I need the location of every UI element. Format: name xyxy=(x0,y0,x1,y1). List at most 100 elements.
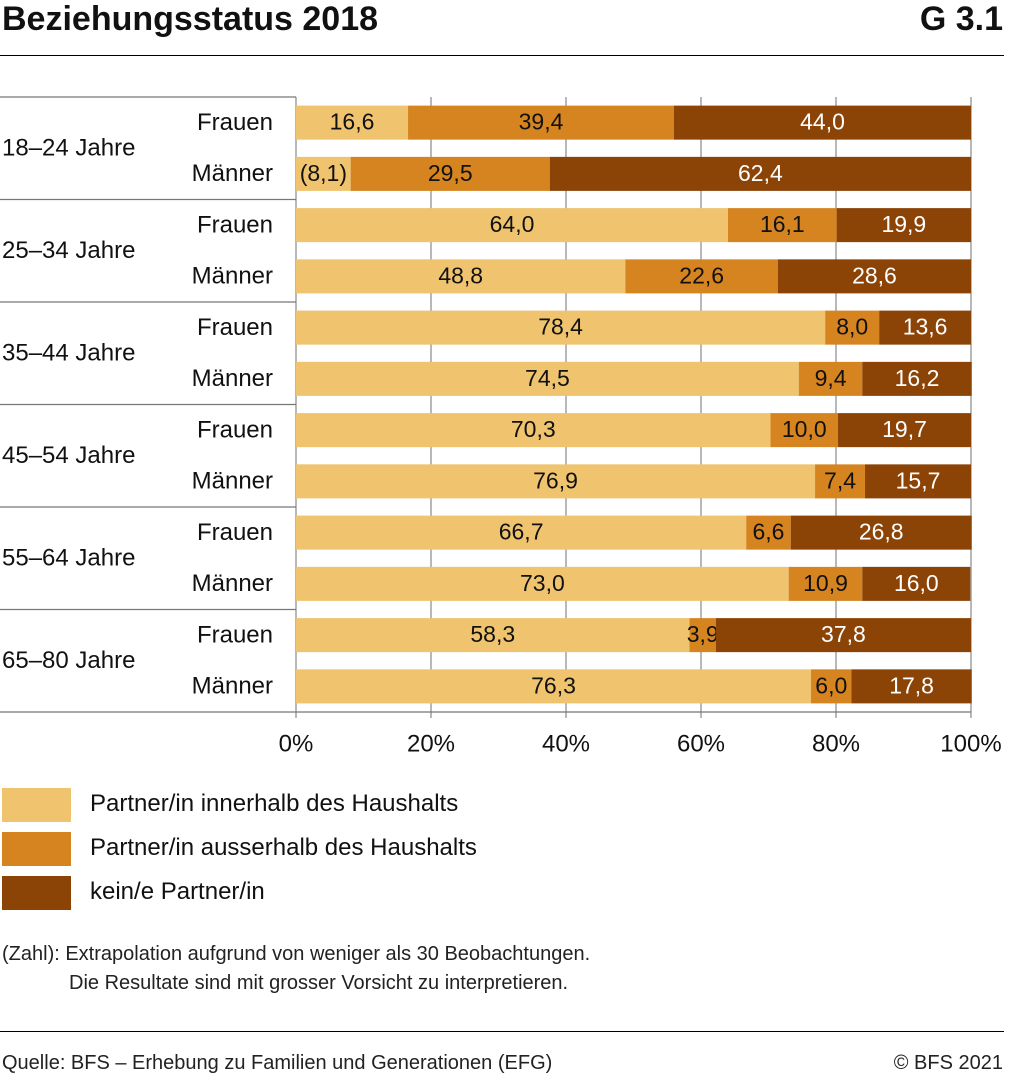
x-tick-label: 0% xyxy=(279,730,314,757)
bar-value-label: 74,5 xyxy=(525,365,570,391)
bar-value-label: 64,0 xyxy=(490,211,535,237)
bar-value-label: 6,0 xyxy=(815,672,847,698)
stacked-bar-chart: 16,6 39,4 44,0 Frauen (8,1) 29,5 62,4 Männer 18–… xyxy=(0,96,1002,757)
row-label: Frauen xyxy=(197,621,273,648)
bar-value-label: 48,8 xyxy=(438,262,483,288)
bar-segment xyxy=(625,259,778,294)
bar-value-label: 10,9 xyxy=(803,570,848,596)
bottom-rule xyxy=(0,1031,1004,1032)
bar-value-label: 66,7 xyxy=(499,519,544,545)
bar-segment xyxy=(296,618,690,653)
bar-value-label: 19,9 xyxy=(881,211,926,237)
footnote-line-1: (Zahl): Extrapolation aufgrund von wenig… xyxy=(2,943,591,965)
bar-value-label: 78,4 xyxy=(538,314,583,340)
bar-segment xyxy=(549,156,971,191)
bar-value-label: 16,6 xyxy=(330,109,375,135)
bar-value-label: 76,3 xyxy=(531,672,576,698)
bar-segment xyxy=(862,566,971,601)
row-label: Männer xyxy=(192,160,273,187)
graphic-number: G 3.1 xyxy=(919,0,1003,38)
bar-value-label: 70,3 xyxy=(511,416,556,442)
bar-segment xyxy=(746,515,791,550)
bar-value-label: 9,4 xyxy=(815,365,847,391)
bar-segment xyxy=(296,361,799,396)
bar-value-label: 19,7 xyxy=(882,416,927,442)
row-label: Männer xyxy=(192,570,273,597)
row-label: Frauen xyxy=(197,519,273,546)
bar-value-label: 62,4 xyxy=(738,160,783,186)
group-label: 55–64 Jahre xyxy=(2,545,135,572)
x-tick-label: 40% xyxy=(542,730,590,757)
bar-segment xyxy=(777,259,971,294)
bar-value-label: 10,0 xyxy=(782,416,827,442)
bar-segment xyxy=(790,515,972,550)
bar-segment xyxy=(296,105,409,140)
bar-segment xyxy=(296,464,816,499)
bar-value-label: 16,0 xyxy=(894,570,939,596)
bar-value-label: 73,0 xyxy=(520,570,565,596)
bar-segment xyxy=(770,413,839,448)
bar-segment xyxy=(838,413,971,448)
footer: Quelle: BFS – Erhebung zu Familien und G… xyxy=(2,1052,1003,1075)
bar-segment xyxy=(788,566,863,601)
x-tick-label: 80% xyxy=(812,730,860,757)
bar-segment xyxy=(296,208,728,243)
bar-value-label: 28,6 xyxy=(852,262,897,288)
bar-segment xyxy=(296,669,812,704)
row-label: Frauen xyxy=(197,416,273,443)
row-label: Frauen xyxy=(197,109,273,136)
bar-segment xyxy=(296,259,626,294)
bar-value-label: 16,2 xyxy=(895,365,940,391)
bar-value-label: 13,6 xyxy=(903,314,948,340)
bar-value-label: 22,6 xyxy=(679,262,724,288)
bar-segment xyxy=(674,105,971,140)
bar-segment xyxy=(296,515,747,550)
legend-label-innerhalb: Partner/in innerhalb des Haushalts xyxy=(90,790,459,817)
bar-value-label: 7,4 xyxy=(824,467,856,493)
bar-value-label: 29,5 xyxy=(428,160,473,186)
group-label: 45–54 Jahre xyxy=(2,442,135,469)
x-tick-label: 100% xyxy=(940,730,1001,757)
row-label: Frauen xyxy=(197,211,273,238)
bar-segment xyxy=(296,156,351,191)
bar-segment xyxy=(728,208,837,243)
bar-value-label: 44,0 xyxy=(800,109,845,135)
bar-segment xyxy=(296,310,826,345)
bar-value-label: 16,1 xyxy=(760,211,805,237)
bar-value-label: 15,7 xyxy=(896,467,941,493)
group-label: 35–44 Jahre xyxy=(2,340,135,367)
source-text: Quelle: BFS – Erhebung zu Familien und G… xyxy=(2,1052,553,1074)
bar-value-label: 58,3 xyxy=(470,621,515,647)
bar-value-label: 37,8 xyxy=(821,621,866,647)
bar-value-label: 17,8 xyxy=(889,672,934,698)
legend-swatch-kein xyxy=(2,876,71,910)
row-label: Männer xyxy=(192,468,273,495)
row-label: Männer xyxy=(192,365,273,392)
bar-segment xyxy=(815,464,866,499)
row-label: Männer xyxy=(192,263,273,290)
row-label: Männer xyxy=(192,673,273,700)
bar-segment xyxy=(689,618,716,653)
bar-value-label: 6,6 xyxy=(753,519,785,545)
bar-value-label: 3,9 xyxy=(687,621,719,647)
group-label: 65–80 Jahre xyxy=(2,647,135,674)
legend-swatch-ausserhalb xyxy=(2,832,71,866)
bar-segment xyxy=(865,464,971,499)
bar-segment xyxy=(296,413,771,448)
bar-segment xyxy=(408,105,674,140)
bar-segment xyxy=(798,361,863,396)
bar-segment xyxy=(350,156,550,191)
chart-title: Beziehungsstatus 2018 xyxy=(2,0,379,38)
bar-segment xyxy=(811,669,852,704)
bar-value-label: (8,1) xyxy=(300,160,347,186)
bar-value-label: 76,9 xyxy=(533,467,578,493)
row-label: Frauen xyxy=(197,314,273,341)
bar-segment xyxy=(715,618,971,653)
x-tick-label: 60% xyxy=(677,730,725,757)
legend-label-kein: kein/e Partner/in xyxy=(90,878,265,905)
bar-segment xyxy=(836,208,971,243)
bar-segment xyxy=(879,310,971,345)
copyright-text: © BFS 2021 xyxy=(893,1052,1003,1074)
footnote: (Zahl): Extrapolation aufgrund von wenig… xyxy=(2,940,590,998)
bar-value-label: 26,8 xyxy=(859,519,904,545)
